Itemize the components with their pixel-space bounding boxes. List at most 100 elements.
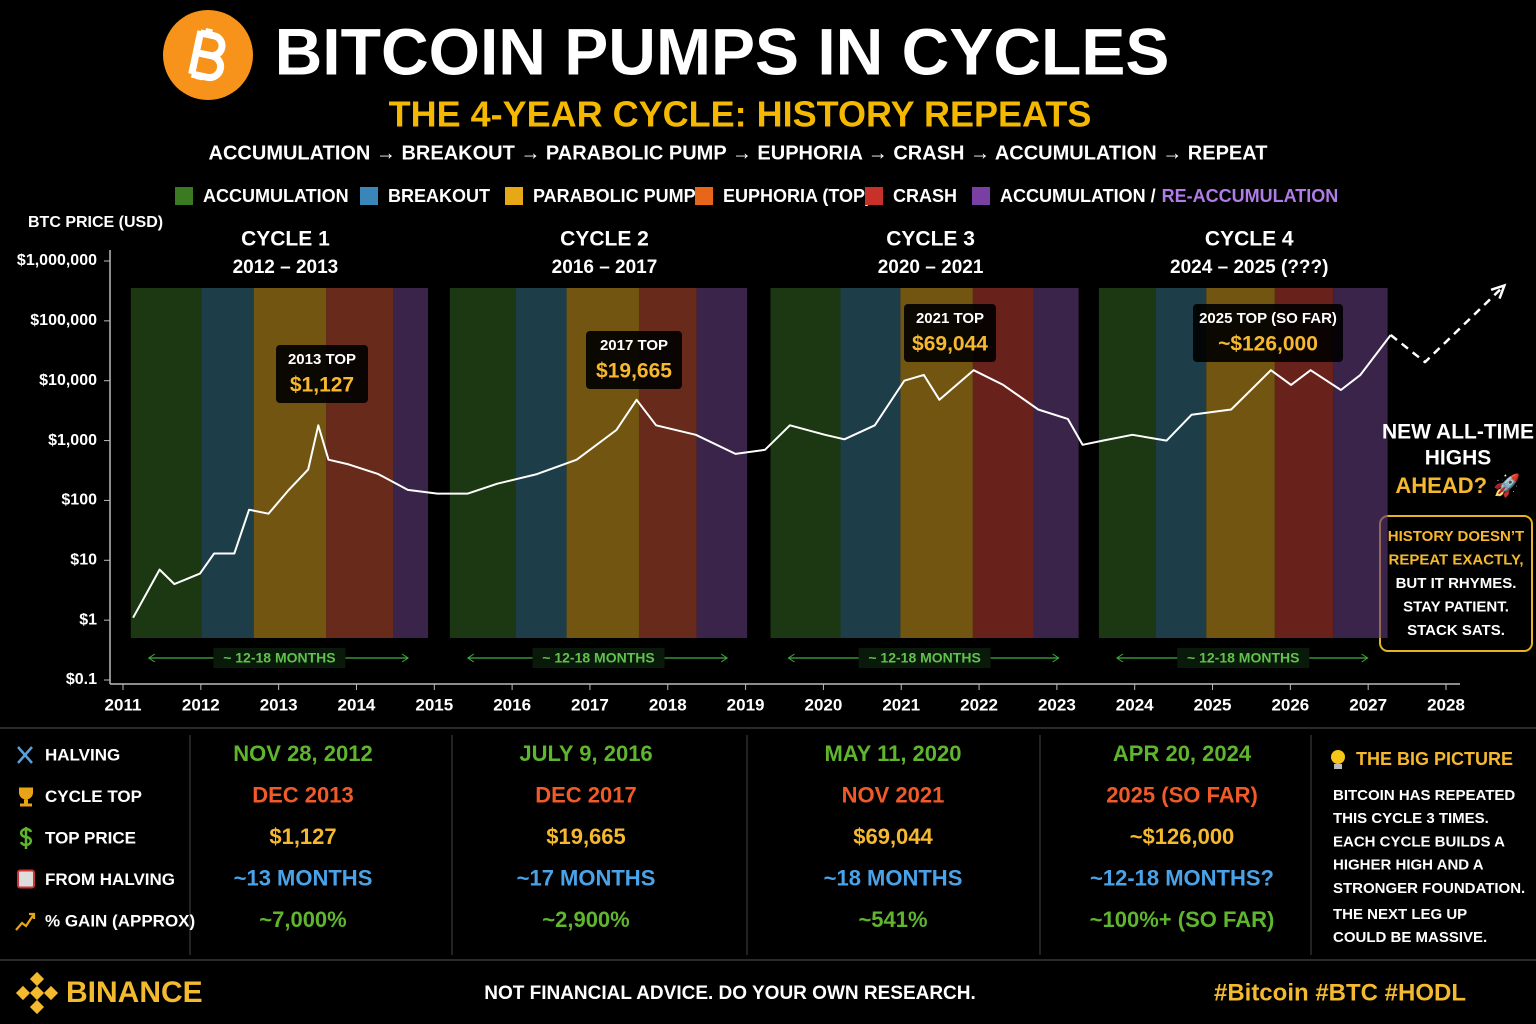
note-line: STACK SATS. [1407,622,1505,639]
projection-line [1389,284,1506,364]
legend-swatch [175,187,193,205]
phase-band [201,288,254,638]
phase-band [253,288,327,638]
x-tick-label: 2022 [960,695,998,714]
arrow-heads [147,653,409,663]
top-label: 2021 TOP [916,310,984,327]
legend-label: EUPHORIA (TOP) [723,186,871,206]
note-line: REPEAT EXACTLY, [1388,551,1523,568]
row-label: FROM HALVING [45,870,175,889]
arrow-heads [787,653,1060,663]
y-tick-label: $100,000 [30,312,97,329]
callout-line: NEW ALL-TIME [1382,421,1534,444]
x-tick-label: 2027 [1349,695,1387,714]
table-cell: ~12-18 MONTHS? [1090,865,1274,890]
hashtags: #Bitcoin #BTC #HODL [1214,979,1466,1006]
cycle-years: 2020 – 2021 [878,257,984,278]
duration-bg [532,648,665,668]
table-cell: MAY 11, 2020 [824,741,961,766]
arrow-heads [466,653,729,663]
table-cell: ~13 MONTHS [234,865,373,890]
big-picture-line: HIGHER HIGH AND A [1333,857,1484,874]
x-tick-label: 2024 [1116,695,1154,714]
binance-logo [15,971,59,1015]
table-cell: JULY 9, 2016 [519,741,652,766]
icon-calendar [17,869,35,889]
phase-band [696,288,748,638]
phase-band [326,288,394,638]
table-cell: ~100%+ (SO FAR) [1090,907,1275,932]
icon-chart [15,912,36,931]
y-axis-label: BTC PRICE (USD) [28,214,163,231]
table-cell: APR 20, 2024 [1113,741,1252,766]
table-cell: ~2,900% [542,907,629,932]
brand: BINANCE [66,976,203,1009]
x-tick-label: 2014 [338,695,376,714]
cycle-years: 2012 – 2013 [233,257,339,278]
table-cell: ~$126,000 [1130,824,1235,849]
cycle-years: 2024 – 2025 (???) [1170,257,1328,278]
top-box [586,331,682,389]
row-label: TOP PRICE [45,828,136,847]
bitcoin-logo [163,10,253,100]
legend-label: PARABOLIC PUMP [533,186,696,206]
tagline: ACCUMULATION → BREAKOUT → PARABOLIC PUMP… [209,142,1268,164]
arrow-heads [1116,653,1369,663]
table-cell: $1,127 [269,824,336,849]
icon-bulb-base [1334,764,1342,769]
big-picture-line: COULD BE MASSIVE. [1333,929,1487,946]
table-cell: $69,044 [853,824,933,849]
x-tick-label: 2017 [571,695,609,714]
legend-label: ACCUMULATION / [1000,186,1156,206]
table-cell: ~17 MONTHS [517,865,656,890]
y-tick-label: $10,000 [39,372,97,389]
phase-band [393,288,429,638]
big-picture-line: BITCOIN HAS REPEATED [1333,787,1515,804]
table-cell: 2025 (SO FAR) [1106,782,1258,807]
x-tick-label: 2023 [1038,695,1076,714]
subtitle: THE 4-YEAR CYCLE: HISTORY REPEATS [389,94,1092,135]
x-tick-label: 2026 [1271,695,1309,714]
note-line: BUT IT RHYMES. [1396,575,1517,592]
table-cell: NOV 2021 [842,782,945,807]
x-tick-label: 2012 [182,695,220,714]
callout-line: HIGHS [1425,447,1492,470]
big-picture-line: THE NEXT LEG UP [1333,906,1467,923]
phase-band [516,288,567,638]
top-label: 2025 TOP (SO FAR) [1199,310,1337,327]
top-price: $19,665 [596,360,672,383]
top-price: $1,127 [290,374,354,397]
projection-arrowhead [1490,283,1507,300]
x-tick-label: 2013 [260,695,298,714]
phase-band [840,288,901,638]
legend-swatch [972,187,990,205]
row-label: CYCLE TOP [45,787,142,806]
x-tick-label: 2015 [415,695,453,714]
duration-label: ~ 12-18 MONTHS [223,650,335,666]
phase-band [1033,288,1079,638]
duration-label: ~ 12-18 MONTHS [1187,650,1299,666]
phase-band [130,288,202,638]
big-picture-line: STRONGER FOUNDATION. [1333,880,1525,897]
y-tick-label: $1,000 [48,432,97,449]
note-line: STAY PATIENT. [1403,598,1509,615]
y-tick-label: $1 [79,611,97,628]
title: BITCOIN PUMPS IN CYCLES [275,14,1170,88]
big-picture-title: THE BIG PICTURE [1356,749,1513,769]
icon-dollar [19,827,33,849]
y-tick-label: $1,000,000 [17,252,97,269]
x-tick-label: 2021 [882,695,920,714]
note-line: HISTORY DOESN’T [1388,528,1524,545]
top-price: $69,044 [912,333,988,356]
legend-label: ACCUMULATION [203,186,349,206]
table-cell: DEC 2013 [252,782,354,807]
callout-box [1382,415,1532,507]
x-tick-label: 2020 [804,695,842,714]
cycle-years: 2016 – 2017 [552,257,658,278]
top-box [1193,304,1343,362]
cycle-label: CYCLE 3 [886,228,975,251]
legend-label: BREAKOUT [388,186,490,206]
x-tick-label: 2011 [105,695,142,714]
table-cell: ~18 MONTHS [824,865,963,890]
